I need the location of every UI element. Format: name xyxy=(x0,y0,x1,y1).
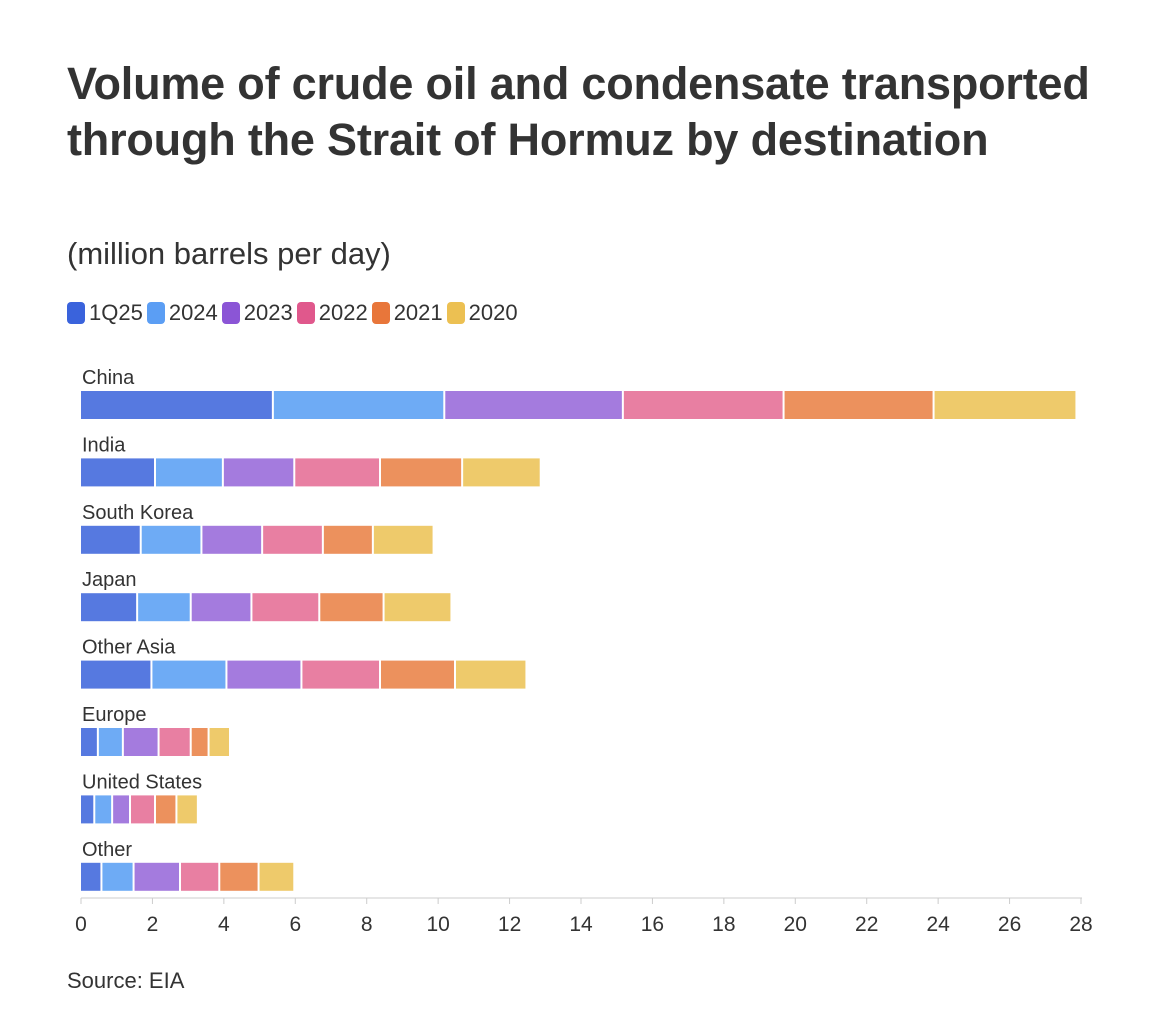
bar-segment xyxy=(134,862,179,891)
bar-segment xyxy=(302,660,379,689)
bar-segment xyxy=(784,391,933,419)
bar-segment xyxy=(81,862,101,891)
bar-segment xyxy=(81,795,94,824)
legend-item-2021: 2021 xyxy=(371,299,443,327)
bar-segment xyxy=(259,862,294,891)
legend-label: 2020 xyxy=(468,300,518,325)
legend-label: 1Q25 xyxy=(89,300,143,325)
bar-segment xyxy=(156,458,222,487)
x-tick-label: 0 xyxy=(75,913,87,936)
legend-swatch xyxy=(221,302,240,324)
category-label: United States xyxy=(82,771,202,793)
bar-segment xyxy=(156,795,176,824)
bar-segment xyxy=(202,525,262,554)
bar-segment xyxy=(81,525,140,554)
category-label: Europe xyxy=(82,704,147,726)
legend-label: 2023 xyxy=(243,300,293,325)
legend-swatch xyxy=(446,302,465,324)
bar-segment xyxy=(320,593,383,622)
legend-label: 2021 xyxy=(393,300,443,325)
category-label: Japan xyxy=(82,569,137,591)
bar-segment xyxy=(81,660,151,689)
chart-title: Volume of crude oil and condensate trans… xyxy=(67,58,1090,165)
bar-segment xyxy=(81,593,137,622)
bar-segment xyxy=(295,458,379,487)
x-tick-label: 14 xyxy=(569,913,593,936)
x-tick-label: 12 xyxy=(498,913,521,936)
bar-segment xyxy=(220,862,258,891)
category-label: Other xyxy=(82,839,132,861)
bar-segment xyxy=(131,795,154,824)
x-tick-label: 20 xyxy=(784,913,807,936)
x-tick-label: 8 xyxy=(361,913,373,936)
bar-segment xyxy=(623,391,783,419)
bar-segment xyxy=(934,391,1076,419)
bar-segment xyxy=(456,660,526,689)
category-label: South Korea xyxy=(82,502,194,524)
category-label: India xyxy=(82,434,126,456)
bar-segment xyxy=(95,795,112,824)
bar-segment xyxy=(209,728,229,756)
legend-swatch xyxy=(296,302,315,324)
bar-segment xyxy=(381,458,462,487)
x-tick-label: 18 xyxy=(712,913,735,936)
bar-segment xyxy=(81,391,272,419)
x-tick-label: 28 xyxy=(1069,913,1092,936)
bar-segment xyxy=(152,660,226,689)
bar-segment xyxy=(263,525,322,554)
x-tick-label: 16 xyxy=(641,913,664,936)
bar-segment xyxy=(323,525,372,554)
category-label: Other Asia xyxy=(82,637,176,659)
bar-segment xyxy=(141,525,201,554)
legend-label: 2022 xyxy=(318,300,368,325)
bar-segment xyxy=(159,728,190,756)
bar-segment xyxy=(191,593,251,622)
bar-segment xyxy=(113,795,129,824)
bar-segment xyxy=(227,660,301,689)
x-tick-label: 26 xyxy=(998,913,1021,936)
legend-item-2023: 2023 xyxy=(221,299,293,327)
x-tick-label: 6 xyxy=(289,913,301,936)
bar-segment xyxy=(381,660,454,689)
chart-legend: 1Q25 2024 2023 2022 2021 2020 xyxy=(67,298,522,328)
legend-swatch xyxy=(146,302,165,324)
bar-segment xyxy=(138,593,190,622)
bar-segment xyxy=(223,458,294,487)
x-tick-label: 22 xyxy=(855,913,878,936)
legend-label: 2024 xyxy=(168,300,218,325)
bar-segment xyxy=(191,728,208,756)
chart-subtitle: (million barrels per day) xyxy=(67,236,391,271)
bar-segment xyxy=(384,593,451,622)
bar-segment xyxy=(81,458,154,487)
chart-source: Source: EIA xyxy=(67,968,185,993)
bar-segment xyxy=(81,728,97,756)
x-tick-label: 4 xyxy=(218,913,230,936)
legend-item-2020: 2020 xyxy=(446,299,518,327)
bar-segment xyxy=(273,391,444,419)
x-tick-label: 10 xyxy=(426,913,449,936)
bar-segment xyxy=(252,593,319,622)
bar-segment xyxy=(123,728,158,756)
legend-item-2024: 2024 xyxy=(146,299,218,327)
bar-segment xyxy=(98,728,122,756)
legend-item-2022: 2022 xyxy=(296,299,368,327)
bar-segment xyxy=(463,458,540,487)
x-tick-label: 2 xyxy=(147,913,159,936)
bar-segment xyxy=(445,391,622,419)
bar-segment xyxy=(373,525,433,554)
bar-segment xyxy=(102,862,133,891)
legend-swatch xyxy=(371,302,390,324)
bar-segment xyxy=(177,795,197,824)
legend-swatch xyxy=(67,302,85,324)
bar-segment xyxy=(181,862,219,891)
category-label: China xyxy=(82,367,135,389)
x-tick-label: 24 xyxy=(926,913,950,936)
legend-item-1q25: 1Q25 xyxy=(67,299,143,327)
